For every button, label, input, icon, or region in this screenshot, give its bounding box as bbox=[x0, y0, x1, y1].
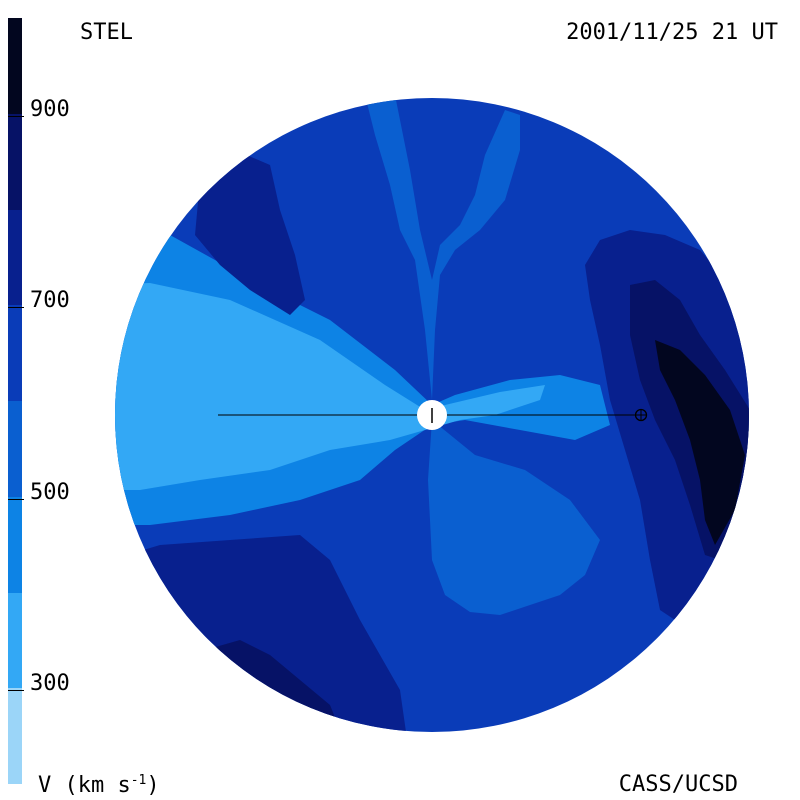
region-west-streamer-core bbox=[115, 283, 545, 490]
region-northwest-patch bbox=[195, 150, 305, 315]
region-south-fan bbox=[428, 420, 600, 615]
colorbar-level bbox=[8, 592, 22, 689]
colorbar-tick-label: 900 bbox=[30, 96, 70, 122]
colorbar-level bbox=[8, 496, 22, 593]
region-east-peak bbox=[655, 340, 745, 545]
datetime-label: 2001/11/25 21 UT bbox=[566, 20, 778, 45]
colorbar-level bbox=[8, 305, 22, 401]
colorbar-tickmark bbox=[8, 498, 24, 500]
colorbar-tickmark bbox=[8, 115, 24, 117]
colorbar-level bbox=[8, 209, 22, 306]
earth-marker bbox=[634, 408, 648, 422]
colorbar-tickmark bbox=[8, 307, 24, 309]
colorbar-level bbox=[8, 688, 22, 784]
colorbar bbox=[8, 18, 22, 784]
colorbar-level bbox=[8, 401, 22, 497]
colorbar-tickmark bbox=[8, 690, 24, 692]
credit-label: CASS/UCSD bbox=[618, 772, 738, 797]
colorbar-tick-label: 300 bbox=[30, 671, 70, 697]
colorbar-level bbox=[8, 113, 22, 210]
colorbar-unit-label: V (km s-1) bbox=[38, 773, 160, 798]
colorbar-level bbox=[8, 18, 22, 114]
station-label: STEL bbox=[80, 20, 133, 45]
colorbar-tick-label: 500 bbox=[30, 479, 70, 505]
region-north-plume bbox=[365, 98, 520, 400]
colorbar-tick-label: 700 bbox=[30, 288, 70, 314]
